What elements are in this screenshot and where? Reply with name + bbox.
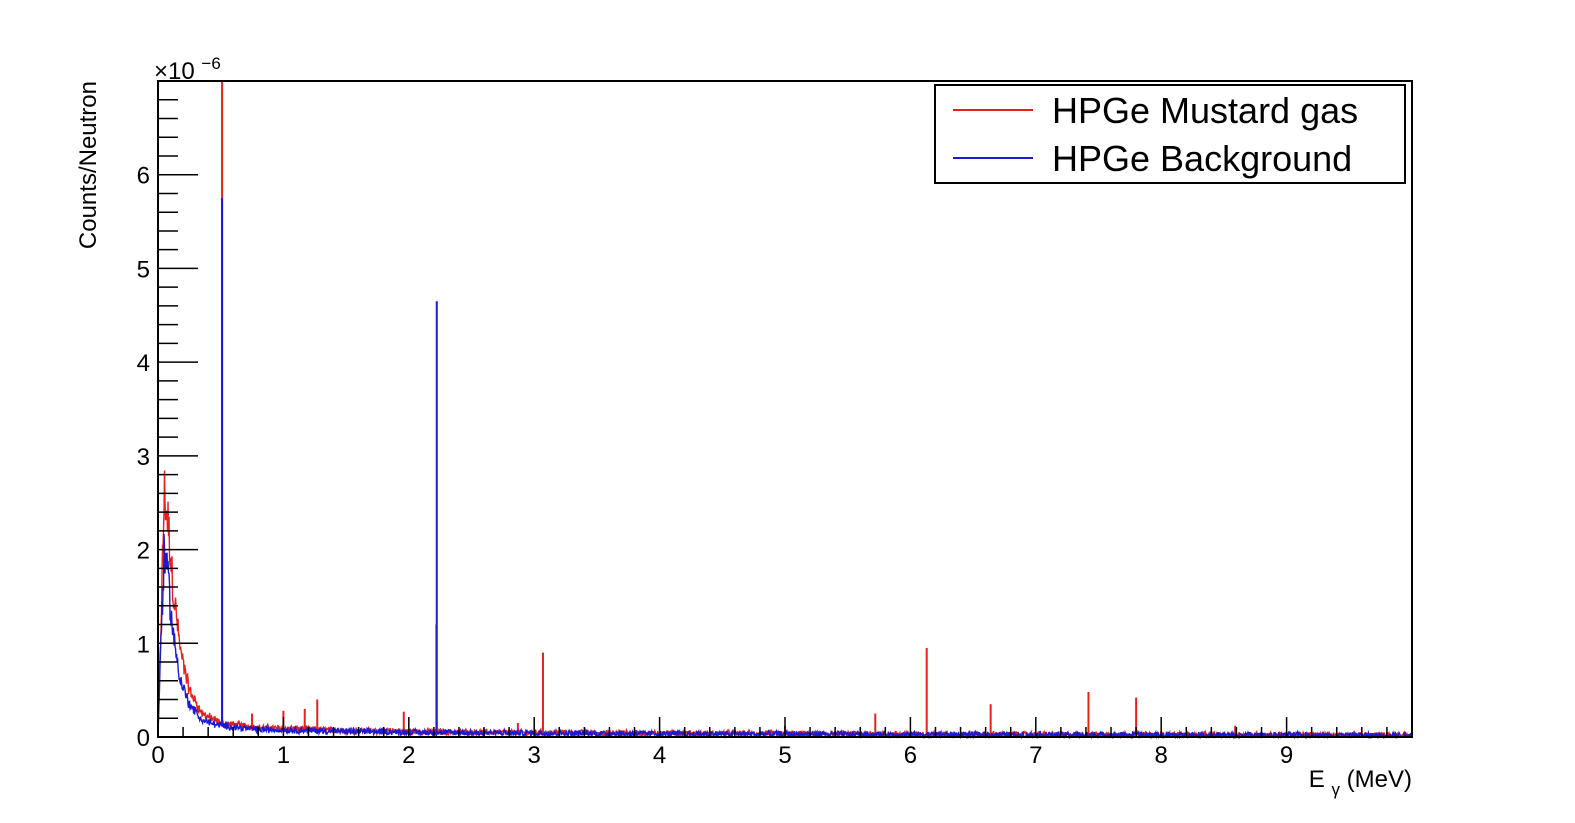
y-axis: 0 1 2 3 4 5 6 xyxy=(137,80,198,752)
x-tick-label: 8 xyxy=(1155,742,1168,769)
legend-label-background: HPGe Background xyxy=(1052,138,1352,179)
series-line-1 xyxy=(157,533,1413,740)
y-tick-label: 1 xyxy=(137,631,150,658)
x-tick-label: 7 xyxy=(1029,742,1042,769)
x-axis-title-symbol: E xyxy=(1309,766,1325,793)
x-axis-title-unit: (MeV) xyxy=(1347,766,1412,793)
y-tick-label: 5 xyxy=(137,256,150,283)
x-axis-title-subscript: γ xyxy=(1331,780,1340,799)
y-tick-label: 4 xyxy=(137,350,150,377)
x-tick-label: 5 xyxy=(778,742,791,769)
y-axis-multiplier: ×10 −6 xyxy=(154,54,221,85)
y-tick-label: 6 xyxy=(137,163,150,190)
y-multiplier-exponent: −6 xyxy=(201,54,220,73)
x-axis-title: E γ (MeV) xyxy=(1309,766,1412,801)
legend: HPGe Mustard gas HPGe Background xyxy=(934,84,1406,184)
y-tick-label: 0 xyxy=(137,725,150,752)
x-tick-label: 6 xyxy=(904,742,917,769)
y-tick-label: 2 xyxy=(137,538,150,565)
y-multiplier-base: ×10 xyxy=(154,58,195,85)
x-tick-label: 2 xyxy=(402,742,415,769)
legend-label-mustard-gas: HPGe Mustard gas xyxy=(1052,90,1358,131)
x-tick-label: 3 xyxy=(528,742,541,769)
y-tick-label: 3 xyxy=(137,444,150,471)
x-tick-label: 4 xyxy=(653,742,666,769)
series-line-0 xyxy=(157,470,1413,740)
x-tick-label: 1 xyxy=(277,742,290,769)
legend-box xyxy=(934,84,1406,184)
y-axis-title: Counts/Neutron xyxy=(75,81,102,249)
x-tick-label: 0 xyxy=(151,742,164,769)
x-tick-label: 9 xyxy=(1280,742,1293,769)
x-axis: 0 1 2 3 4 5 6 7 8 9 xyxy=(151,717,1413,769)
